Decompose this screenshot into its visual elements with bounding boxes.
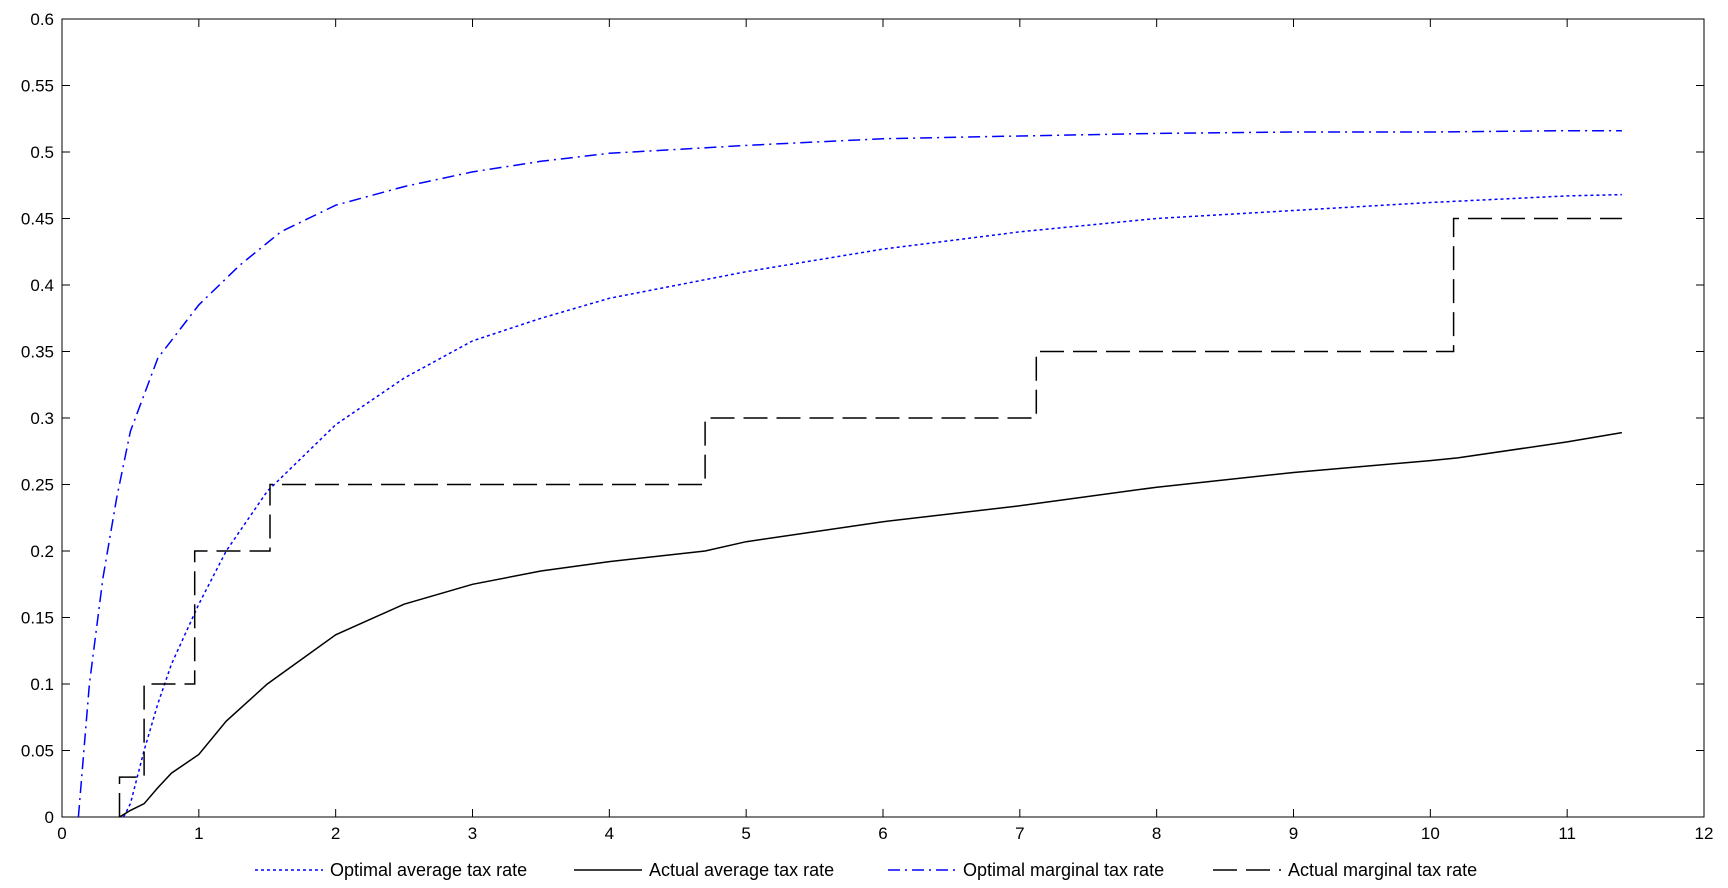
x-tick-label: 3 — [468, 824, 477, 843]
x-axis: 0 1 2 3 4 5 6 7 8 9 10 11 12 — [57, 19, 1713, 843]
y-tick-label: 0.35 — [21, 343, 54, 362]
y-tick-label: 0.45 — [21, 210, 54, 229]
y-tick-label: 0.55 — [21, 77, 54, 96]
x-tick-label: 8 — [1152, 824, 1161, 843]
legend-label: Actual marginal tax rate — [1288, 860, 1477, 880]
legend-label: Optimal marginal tax rate — [963, 860, 1164, 880]
y-tick-label: 0.15 — [21, 609, 54, 628]
x-tick-label: 7 — [1015, 824, 1024, 843]
x-tick-label: 5 — [741, 824, 750, 843]
x-tick-label: 2 — [331, 824, 340, 843]
y-tick-label: 0.2 — [30, 542, 54, 561]
x-tick-label: 1 — [194, 824, 203, 843]
y-tick-label: 0 — [45, 808, 54, 827]
x-tick-label: 12 — [1695, 824, 1714, 843]
x-tick-label: 4 — [605, 824, 614, 843]
x-tick-label: 10 — [1421, 824, 1440, 843]
y-tick-label: 0.5 — [30, 143, 54, 162]
series-line-optimal-average-tax-rate — [122, 193, 1622, 818]
x-tick-label: 11 — [1558, 824, 1576, 843]
y-tick-label: 0.25 — [21, 476, 54, 495]
y-tick-label: 0.6 — [30, 10, 54, 29]
y-axis: 0 0.05 0.1 0.15 0.2 0.25 0.3 0.35 0.4 0.45 0.5 0.55… — [21, 10, 1704, 827]
series-line-optimal-marginal-tax-rate — [77, 129, 1622, 818]
y-tick-label: 0.1 — [30, 675, 54, 694]
legend-label: Actual average tax rate — [649, 860, 834, 880]
series-line-actual-marginal-tax-rate — [118, 217, 1622, 817]
series-lines — [77, 129, 1623, 818]
y-tick-label: 0.4 — [30, 276, 54, 295]
series-line-actual-average-tax-rate — [119, 431, 1623, 818]
y-tick-label: 0.05 — [21, 742, 54, 761]
y-tick-label: 0.3 — [30, 409, 54, 428]
x-tick-label: 6 — [878, 824, 887, 843]
legend-label: Optimal average tax rate — [330, 860, 527, 880]
legend: Optimal average tax rate Actual average t… — [255, 860, 1477, 880]
x-tick-label: 9 — [1289, 824, 1298, 843]
x-tick-label: 0 — [57, 824, 66, 843]
